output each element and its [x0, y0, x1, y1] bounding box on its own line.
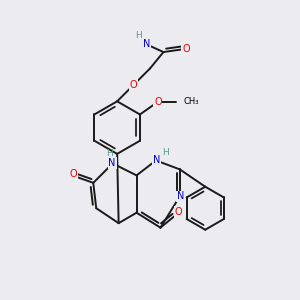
Text: N: N — [143, 39, 150, 49]
Text: O: O — [69, 169, 77, 179]
Text: N: N — [153, 155, 160, 165]
Text: CH₃: CH₃ — [183, 97, 199, 106]
Text: H: H — [162, 148, 169, 157]
Text: O: O — [175, 207, 182, 217]
Text: O: O — [154, 97, 162, 107]
Text: O: O — [130, 80, 137, 90]
Text: H: H — [106, 149, 112, 158]
Text: N: N — [177, 191, 184, 201]
Text: H: H — [135, 31, 142, 40]
Text: O: O — [182, 44, 190, 54]
Text: N: N — [108, 158, 116, 168]
